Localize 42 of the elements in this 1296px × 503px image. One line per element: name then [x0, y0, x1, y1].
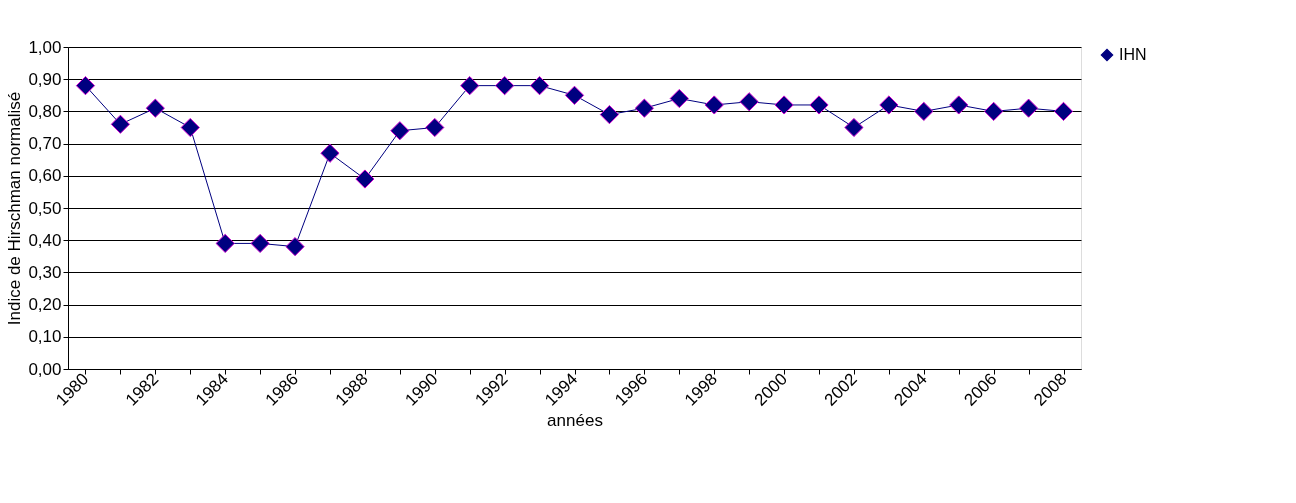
point	[809, 95, 829, 115]
y-tick-label: 0,40	[28, 230, 62, 250]
y-tick-label: 0,90	[28, 69, 62, 89]
point	[774, 95, 794, 115]
y-tick-label: 1,00	[28, 37, 62, 57]
point	[1053, 101, 1074, 121]
point	[460, 76, 480, 96]
point	[75, 76, 96, 96]
point	[599, 105, 620, 125]
point	[669, 88, 689, 109]
x-axis-title: années	[547, 410, 603, 430]
point	[529, 76, 550, 96]
point	[949, 95, 969, 115]
point	[285, 237, 305, 257]
legend-label: IHN	[1119, 46, 1147, 63]
point	[495, 76, 515, 96]
point	[180, 117, 200, 138]
point	[215, 233, 235, 253]
point	[145, 98, 165, 118]
y-tick-label: 0,60	[28, 166, 62, 186]
y-tick-label: 0,70	[28, 134, 62, 154]
point	[914, 101, 934, 121]
y-tick-label: 0,10	[28, 327, 62, 347]
point	[634, 98, 654, 118]
point	[984, 101, 1004, 121]
y-tick-label: 0,30	[28, 262, 62, 282]
y-tick-label: 0,80	[28, 101, 62, 121]
point	[320, 143, 340, 163]
point	[564, 85, 585, 105]
point	[110, 114, 130, 134]
point	[355, 169, 375, 189]
point	[390, 121, 410, 141]
point	[739, 92, 759, 112]
point	[1019, 98, 1039, 118]
y-axis-title: Indice de Hirschman normalisé	[5, 91, 25, 326]
point	[250, 233, 270, 253]
point	[844, 117, 864, 138]
point	[704, 95, 724, 115]
y-tick-label: 0,50	[28, 198, 62, 218]
y-tick-label: 0,20	[28, 295, 62, 315]
point	[425, 117, 445, 138]
point	[879, 95, 899, 115]
